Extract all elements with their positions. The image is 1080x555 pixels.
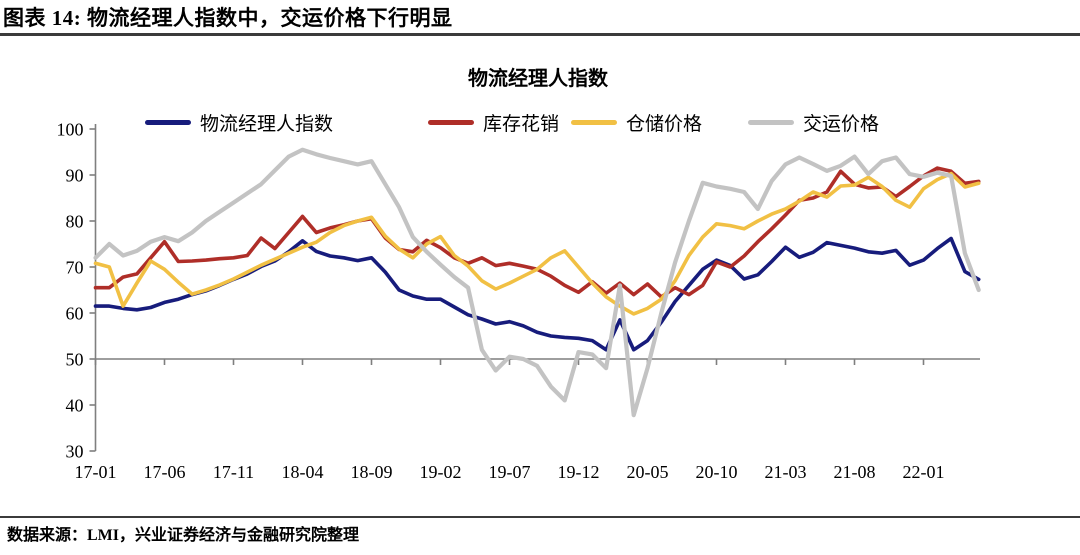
legend-line-swatch <box>428 119 474 125</box>
x-tick-label: 22-01 <box>903 462 945 482</box>
x-tick-label: 17-06 <box>144 462 186 482</box>
source-divider <box>0 516 1080 518</box>
y-tick-label: 50 <box>66 350 84 370</box>
x-tick-label: 19-07 <box>489 462 531 482</box>
x-tick-label: 18-04 <box>282 462 324 482</box>
legend-label: 库存花销 <box>483 113 560 135</box>
legend-item: 交运价格 <box>748 109 879 135</box>
legend-label: 物流经理人指数 <box>200 113 334 135</box>
series-line-物流经理人指数 <box>93 236 981 352</box>
x-tick-label: 18-09 <box>351 462 393 482</box>
y-tick-label: 80 <box>66 212 84 232</box>
legend-item: 库存花销 <box>428 109 559 135</box>
x-tick-label: 20-05 <box>627 462 669 482</box>
legend-line-swatch <box>571 119 617 125</box>
legend-label: 交运价格 <box>803 113 880 135</box>
x-tick-label: 19-02 <box>420 462 462 482</box>
y-tick-label: 90 <box>66 166 84 186</box>
y-tick-label: 40 <box>66 396 84 416</box>
y-axis: 30 40 50 60 70 80 90 100 <box>57 120 97 462</box>
legend-item: 物流经理人指数 <box>145 109 333 135</box>
series-line-交运价格 <box>93 147 981 418</box>
data-source: 数据来源：LMI，兴业证券经济与金融研究院整理 <box>7 527 360 544</box>
legend-item: 仓储价格 <box>571 109 702 135</box>
legend-line-swatch <box>748 119 794 125</box>
series-lines <box>93 147 981 418</box>
y-tick-label: 70 <box>66 258 84 278</box>
y-tick-label: 60 <box>66 304 84 324</box>
x-tick-label: 20-10 <box>696 462 738 482</box>
x-tick-label: 19-12 <box>558 462 600 482</box>
caption-underline <box>0 33 1080 36</box>
y-tick-label: 100 <box>57 120 84 140</box>
x-tick-label: 17-11 <box>213 462 254 482</box>
x-tick-label: 21-08 <box>834 462 876 482</box>
legend-line-swatch <box>145 119 191 125</box>
x-axis: 17-01 17-06 17-11 18-04 18-09 19-02 19-07 19-12… <box>75 358 980 482</box>
y-tick-label: 30 <box>66 442 84 462</box>
x-tick-label: 21-03 <box>765 462 807 482</box>
chart-title: 物流经理人指数 <box>468 68 608 90</box>
legend: 物流经理人指数 库存花销 仓储价格 交运价格 <box>0 109 1080 135</box>
series-line-仓储价格 <box>93 171 981 316</box>
figure-caption: 图表 14: 物流经理人指数中，交运价格下行明显 <box>3 6 453 30</box>
legend-label: 仓储价格 <box>626 113 703 135</box>
x-tick-label: 17-01 <box>75 462 117 482</box>
